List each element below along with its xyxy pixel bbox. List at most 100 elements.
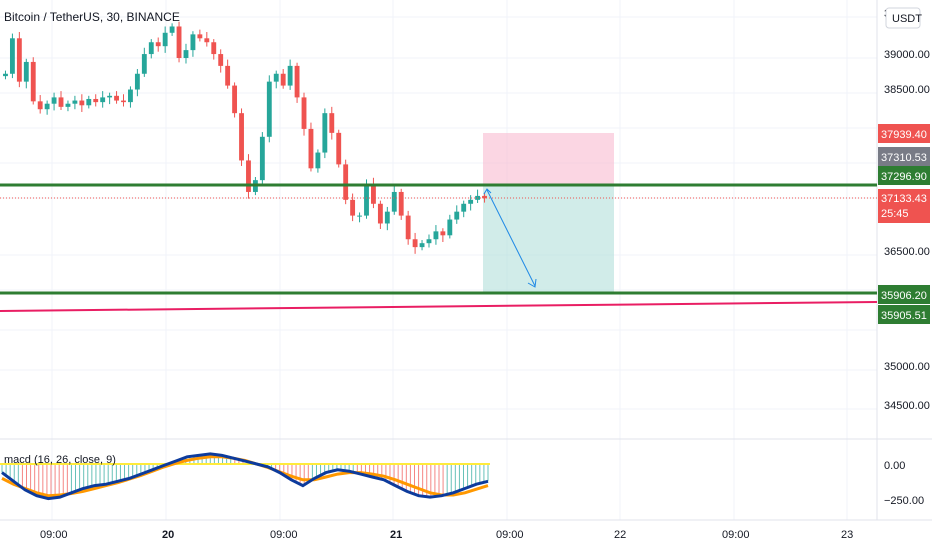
candle-down — [218, 54, 224, 66]
candle-down — [232, 85, 238, 114]
candle-up — [141, 54, 147, 74]
candle-down — [155, 42, 161, 47]
candle-down — [211, 42, 217, 55]
candlestick-series — [3, 21, 487, 254]
candle-down — [440, 231, 446, 236]
time-tick: 09:00 — [722, 529, 750, 541]
candle-up — [44, 103, 50, 110]
currency-button[interactable]: USDT — [885, 7, 922, 29]
candle-down — [239, 113, 244, 161]
grid — [0, 0, 877, 520]
price-badge-stop-value: 37939.40 — [881, 129, 927, 141]
price-badge-stop: 37939.40 — [878, 124, 930, 143]
macd-indicator-label: macd (16, 26, close, 9) — [4, 454, 116, 466]
candle-up — [51, 97, 57, 104]
candle-up — [266, 81, 272, 137]
candle-up — [433, 231, 439, 240]
price-badge-entry: 37296.90 — [878, 166, 930, 185]
candle-down — [377, 203, 383, 224]
candle-up — [128, 89, 133, 103]
candle-down — [30, 61, 36, 102]
candle-down — [93, 98, 99, 103]
candle-up — [169, 26, 175, 33]
candle-down — [412, 239, 418, 248]
price-badge-trend-value: 35905.51 — [881, 310, 927, 322]
time-tick-day-22: 22 — [614, 529, 626, 541]
candle-up — [107, 95, 113, 98]
price-badge-current: 37133.43 25:45 — [878, 189, 930, 223]
candle-up — [384, 211, 390, 224]
macd-line — [1, 452, 489, 501]
candle-down — [336, 132, 342, 165]
candle-up — [259, 136, 265, 181]
candle-down — [225, 65, 231, 86]
candle-up — [468, 199, 474, 204]
stop-loss-zone[interactable] — [483, 133, 614, 185]
candle-down — [482, 195, 487, 199]
take-profit-zone[interactable] — [483, 185, 614, 293]
candle-down — [121, 100, 126, 103]
price-badge-target: 35906.20 — [878, 285, 930, 304]
bar-countdown: 25:45 — [881, 208, 909, 220]
time-tick-day-20: 20 — [162, 529, 174, 541]
candle-up — [162, 32, 168, 47]
price-tick: 36500.00 — [884, 246, 930, 258]
candle-down — [350, 199, 356, 216]
trend-line[interactable] — [0, 301, 878, 312]
price-badge-current-value: 37133.43 — [881, 193, 927, 205]
candle-up — [357, 215, 362, 217]
price-badge-trend: 35905.51 — [878, 305, 930, 324]
price-badge-last-close: 37310.53 — [878, 147, 930, 166]
candle-up — [72, 100, 78, 104]
candle-up — [447, 219, 453, 236]
candle-up — [287, 65, 293, 86]
candle-up — [391, 191, 397, 212]
candle-up — [23, 61, 29, 82]
candle-down — [280, 73, 286, 86]
candle-down — [371, 184, 376, 204]
candle-up — [148, 42, 154, 55]
price-tick: 35000.00 — [884, 361, 930, 373]
candle-down — [58, 97, 64, 107]
candle-down — [343, 164, 349, 200]
candle-up — [419, 243, 425, 248]
candle-down — [197, 34, 203, 39]
candle-up — [273, 73, 279, 82]
candle-down — [114, 95, 119, 101]
candle-up — [322, 113, 328, 153]
candle-down — [176, 26, 182, 58]
time-tick: 09:00 — [270, 529, 298, 541]
candle-up — [86, 98, 92, 106]
price-tick: 38500.00 — [884, 84, 930, 96]
candle-down — [301, 97, 307, 129]
candle-up — [183, 50, 189, 58]
candle-up — [65, 103, 71, 107]
candle-up — [134, 73, 140, 90]
candle-up — [9, 38, 15, 74]
projection-arrow[interactable] — [483, 188, 537, 288]
candle-up — [364, 184, 369, 216]
time-tick-day-23: 23 — [841, 529, 853, 541]
currency-button-label: USDT — [892, 13, 922, 25]
price-tick: 39000.00 — [884, 49, 930, 61]
time-tick-day-21: 21 — [390, 529, 402, 541]
candle-down — [405, 215, 411, 240]
macd-tick-zero: 0.00 — [884, 460, 905, 472]
candle-up — [100, 97, 106, 103]
price-badge-entry-value: 37296.90 — [881, 171, 927, 183]
time-tick: 09:00 — [496, 529, 524, 541]
macd-tick-neg: −250.00 — [884, 495, 924, 507]
price-badge-target-value: 35906.20 — [881, 290, 927, 302]
candle-down — [294, 65, 300, 98]
candle-down — [329, 113, 335, 133]
candle-up — [315, 152, 321, 169]
candle-down — [37, 101, 43, 110]
candle-up — [190, 34, 196, 51]
candle-up — [461, 203, 467, 212]
candle-down — [246, 160, 251, 192]
candle-down — [16, 38, 22, 82]
candle-up — [454, 211, 460, 220]
candle-up — [3, 73, 8, 77]
candle-down — [79, 100, 85, 106]
